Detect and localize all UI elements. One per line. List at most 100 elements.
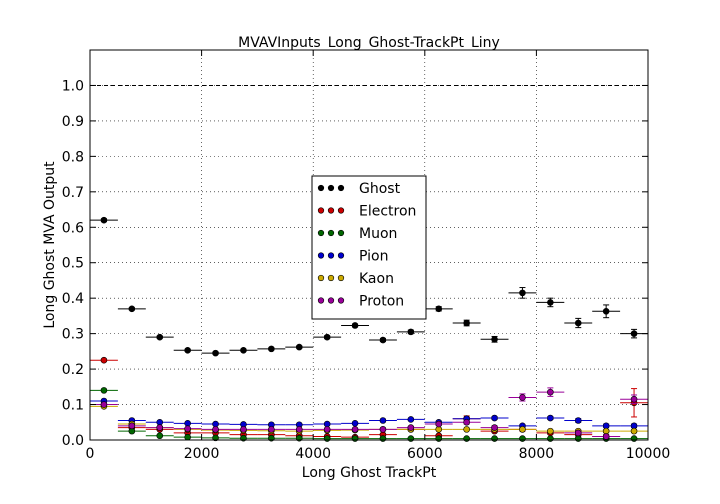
- data-point: [323, 333, 331, 341]
- y-tick-label: 1.0: [62, 78, 84, 94]
- legend-marker: [337, 252, 345, 259]
- data-point: [547, 414, 554, 422]
- data-point: [379, 336, 387, 344]
- legend-marker: [337, 297, 345, 304]
- legend-marker: [317, 297, 325, 304]
- chart-title: MVAVInputs_Long_Ghost-TrackPt_Liny: [238, 35, 500, 51]
- data-point: [212, 426, 219, 433]
- series-proton: [90, 387, 648, 440]
- data-point: [463, 435, 470, 442]
- data-point: [268, 345, 275, 353]
- legend-label: Pion: [359, 249, 388, 265]
- data-point: [212, 349, 219, 357]
- data-point: [351, 435, 359, 442]
- data-point: [351, 420, 359, 427]
- data-point: [240, 426, 247, 433]
- legend-marker: [317, 184, 325, 192]
- data-point: [295, 426, 303, 433]
- x-tick-label: 10000: [626, 446, 671, 462]
- data-point: [268, 426, 275, 433]
- data-point: [379, 417, 387, 424]
- legend-label: Electron: [359, 204, 416, 220]
- data-point: [128, 422, 136, 430]
- data-points: [90, 216, 648, 442]
- data-point: [435, 305, 443, 313]
- legend-marker: [317, 274, 325, 282]
- plot-frame: [89, 49, 649, 441]
- data-point: [184, 433, 191, 441]
- legend-marker: [327, 274, 335, 282]
- data-point: [407, 328, 415, 336]
- data-point: [295, 343, 303, 351]
- data-point: [323, 426, 331, 433]
- data-point: [156, 432, 164, 440]
- legend-marker: [317, 207, 325, 214]
- data-point: [407, 424, 415, 431]
- data-point: [547, 388, 554, 396]
- data-point: [574, 417, 582, 424]
- y-tick-label: 0.9: [62, 114, 84, 130]
- data-point: [574, 319, 582, 327]
- legend-marker: [327, 229, 335, 237]
- data-point: [184, 346, 191, 354]
- y-tick-label: 0.3: [62, 327, 84, 343]
- data-point: [491, 336, 498, 343]
- series-pion: [90, 397, 648, 430]
- data-point: [128, 305, 136, 313]
- y-tick-label: 0.8: [62, 149, 84, 165]
- legend: Ghost Electron Muon Pion Kaon Proton: [311, 175, 427, 320]
- legend-marker: [327, 252, 335, 259]
- data-point: [100, 356, 108, 364]
- data-point: [547, 435, 554, 442]
- y-tick-label: 0.5: [62, 256, 84, 272]
- x-tick-label: 0: [86, 446, 95, 462]
- legend-marker: [337, 274, 345, 282]
- legend-marker: [327, 297, 335, 304]
- legend-label: Ghost: [359, 181, 401, 197]
- y-axis-title: Long Ghost MVA Output: [42, 161, 58, 329]
- data-point: [630, 395, 638, 403]
- data-point: [156, 333, 164, 341]
- x-tick-label: 8000: [519, 446, 555, 462]
- legend-marker: [337, 207, 345, 214]
- data-point: [602, 433, 610, 440]
- data-point: [351, 426, 359, 433]
- data-point: [574, 435, 582, 442]
- data-point: [630, 427, 638, 435]
- x-tick-label: 4000: [295, 446, 331, 462]
- y-tick-label: 0.4: [62, 291, 84, 307]
- data-point: [435, 435, 443, 442]
- x-tick-label: 6000: [407, 446, 443, 462]
- data-point: [240, 346, 247, 354]
- data-point: [463, 426, 470, 433]
- data-point: [435, 420, 443, 428]
- data-point: [602, 307, 610, 315]
- data-point: [351, 322, 359, 329]
- data-point: [547, 427, 554, 435]
- data-point: [379, 426, 387, 433]
- grid: [90, 50, 648, 440]
- data-point: [463, 319, 470, 327]
- data-point: [379, 435, 387, 442]
- legend-marker: [317, 229, 325, 237]
- legend-box: [311, 175, 427, 320]
- legend-label: Kaon: [359, 271, 394, 287]
- data-point: [407, 435, 415, 442]
- data-point: [463, 418, 470, 426]
- y-tick-label: 0.0: [62, 433, 84, 449]
- y-tick-label: 0.2: [62, 362, 84, 378]
- y-tick-label: 0.1: [62, 398, 84, 414]
- data-point: [574, 429, 582, 437]
- x-tick-label: 2000: [184, 446, 220, 462]
- data-point: [156, 424, 164, 431]
- data-point: [519, 435, 526, 442]
- y-tick-label: 0.7: [62, 185, 84, 201]
- data-point: [212, 434, 219, 442]
- data-point: [491, 435, 498, 442]
- series-muon: [90, 387, 648, 442]
- legend-label: Muon: [359, 226, 397, 242]
- legend-marker: [327, 207, 335, 214]
- data-point: [630, 330, 638, 337]
- data-point: [630, 435, 638, 442]
